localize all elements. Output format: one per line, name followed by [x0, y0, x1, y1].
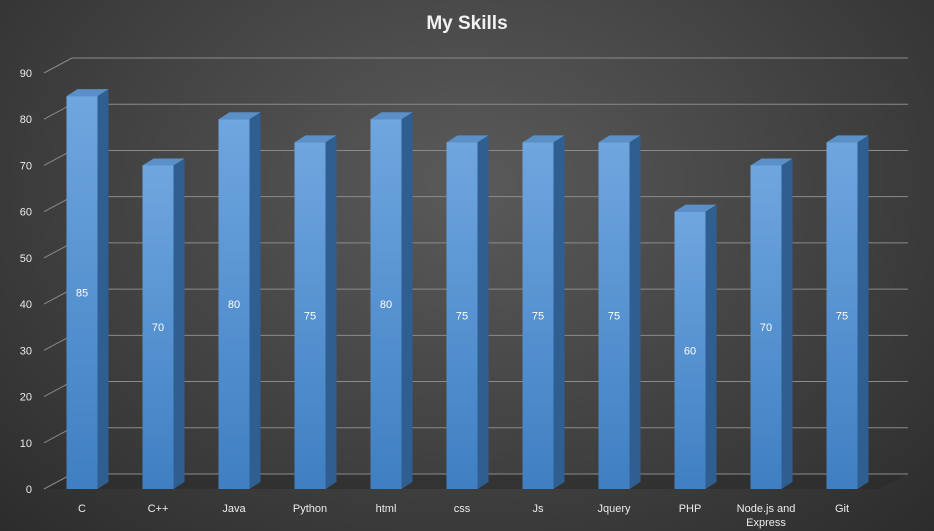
bar-top — [446, 135, 489, 143]
bar — [826, 135, 869, 490]
x-tick-label: Node.js and Express — [737, 503, 796, 529]
y-tick-label: 0 — [26, 484, 32, 496]
bar-top — [674, 204, 717, 212]
bar — [598, 135, 641, 490]
data-label: 75 — [836, 311, 848, 323]
x-tick-label: Js — [533, 503, 545, 515]
data-label: 75 — [304, 311, 316, 323]
y-tick-label: 30 — [20, 345, 32, 357]
x-tick-label: PHP — [679, 503, 702, 515]
bar-front — [66, 96, 98, 489]
bar-top — [142, 158, 185, 166]
bar-side — [629, 135, 641, 490]
bar-side — [857, 135, 869, 490]
bar-front — [522, 142, 554, 490]
data-label: 75 — [608, 311, 620, 323]
data-label: 80 — [228, 299, 240, 311]
x-tick-label: C — [78, 503, 86, 515]
bar-top — [370, 112, 413, 120]
x-tick-label: Python — [293, 503, 327, 515]
bar — [66, 89, 109, 489]
bar-front — [370, 119, 402, 489]
y-axis: 0 10 20 30 40 50 60 70 80 90 — [20, 68, 32, 496]
y-tick-label: 50 — [20, 253, 32, 265]
bar-top — [294, 135, 337, 143]
bar-side — [553, 135, 565, 490]
bar — [522, 135, 565, 490]
bar — [218, 112, 261, 489]
bar-side — [97, 89, 109, 489]
bar-front — [142, 165, 174, 489]
bar — [674, 204, 717, 489]
bar — [294, 135, 337, 490]
bar — [750, 158, 793, 489]
bar-top — [598, 135, 641, 143]
x-tick-label: html — [376, 503, 397, 515]
bar-front — [674, 211, 706, 489]
y-tick-label: 20 — [20, 392, 32, 404]
y-tick-label: 70 — [20, 160, 32, 172]
bar — [370, 112, 413, 489]
data-label: 85 — [76, 288, 88, 300]
bars — [66, 89, 869, 490]
data-label: 80 — [380, 299, 392, 311]
bar — [142, 158, 185, 489]
data-label: 70 — [760, 322, 772, 334]
data-label: 70 — [152, 322, 164, 334]
data-label: 75 — [532, 311, 544, 323]
bar-front — [750, 165, 782, 489]
x-tick-label: Jquery — [597, 503, 631, 515]
bar-front — [446, 142, 478, 490]
bar-front — [218, 119, 250, 489]
data-labels: 85 70 80 75 80 75 75 75 60 70 75 — [76, 288, 848, 358]
data-label: 60 — [684, 345, 696, 357]
chart-title: My Skills — [426, 13, 507, 34]
bar-side — [325, 135, 337, 490]
y-tick-label: 90 — [20, 68, 32, 80]
bar-top — [218, 112, 261, 120]
x-tick-label: css — [454, 503, 471, 515]
y-tick-label: 80 — [20, 114, 32, 126]
bar-front — [294, 142, 326, 490]
y-tick-label: 60 — [20, 207, 32, 219]
bar-side — [477, 135, 489, 490]
y-tick-label: 10 — [20, 438, 32, 450]
x-axis: C C++ Java Python html css Js Jquery PHP Node.js … — [78, 503, 849, 529]
x-tick-label: Git — [835, 503, 849, 515]
data-label: 75 — [456, 311, 468, 323]
y-tick-label: 40 — [20, 299, 32, 311]
bar-side — [705, 204, 717, 489]
bar — [446, 135, 489, 490]
bar-top — [826, 135, 869, 143]
x-tick-label: Java — [222, 503, 246, 515]
bar-top — [522, 135, 565, 143]
bar-side — [781, 158, 793, 489]
bar-side — [173, 158, 185, 489]
gridline-diag — [43, 57, 73, 74]
bar-front — [826, 142, 858, 490]
bar-side — [401, 112, 413, 489]
bar-top — [750, 158, 793, 166]
bar-front — [598, 142, 630, 490]
bar-top — [66, 89, 109, 97]
x-tick-label: C++ — [148, 503, 169, 515]
bar-side — [249, 112, 261, 489]
